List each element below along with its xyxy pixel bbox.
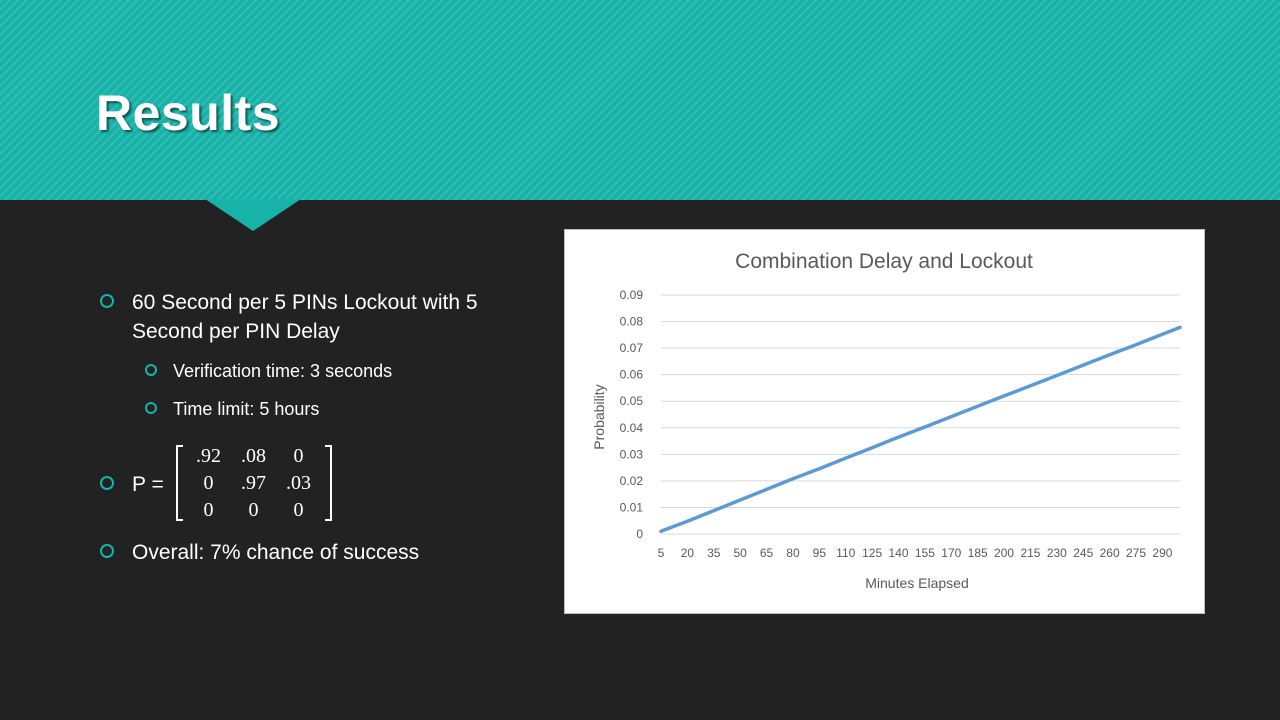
x-tick-label: 20 xyxy=(681,546,695,560)
y-tick-label: 0.02 xyxy=(620,474,644,488)
matrix-row: .92 .08 0 xyxy=(186,443,321,470)
x-tick-label: 5 xyxy=(658,546,665,560)
y-tick-label: 0.01 xyxy=(620,500,644,514)
matrix-row: 0 0 0 xyxy=(186,497,321,524)
y-tick-label: 0.09 xyxy=(620,288,644,302)
bullet-overall-result: Overall: 7% chance of success xyxy=(100,538,540,567)
x-tick-label: 50 xyxy=(733,546,747,560)
bullet-text: Overall: 7% chance of success xyxy=(132,541,420,564)
matrix-cell: 0 xyxy=(293,499,304,521)
matrix-cell: .92 xyxy=(196,445,221,467)
x-tick-label: 275 xyxy=(1126,546,1146,560)
y-axis-label: Probability xyxy=(591,384,607,449)
bullet-ring-icon xyxy=(100,294,114,308)
chart-title: Combination Delay and Lockout xyxy=(735,250,1033,273)
line-chart: Combination Delay and Lockout Probabilit… xyxy=(564,229,1205,614)
bullet-lockout-config: 60 Second per 5 PINs Lockout with 5 Seco… xyxy=(100,288,520,346)
x-axis-label: Minutes Elapsed xyxy=(865,575,969,591)
sub-bullet-verification: Verification time: 3 seconds xyxy=(145,359,525,383)
bullet-matrix-label: P = xyxy=(100,470,164,499)
chart-svg: Combination Delay and Lockout Probabilit… xyxy=(591,250,1182,591)
y-tick-label: 0 xyxy=(636,527,643,541)
header-notch xyxy=(205,199,301,231)
matrix-right-bracket xyxy=(325,445,332,521)
matrix-cell: 0 xyxy=(203,499,214,521)
x-tick-label: 65 xyxy=(760,546,774,560)
x-tick-label: 260 xyxy=(1100,546,1120,560)
slide-title: Results xyxy=(96,85,281,141)
sub-bullet-time-limit: Time limit: 5 hours xyxy=(145,397,525,421)
bullet-ring-icon xyxy=(100,476,114,490)
x-tick-label: 185 xyxy=(968,546,988,560)
header-banner: Results xyxy=(0,0,1280,200)
y-tick-label: 0.06 xyxy=(620,368,644,382)
series-line xyxy=(659,325,1182,534)
matrix-cell: 0 xyxy=(203,472,214,494)
bullet-text: Time limit: 5 hours xyxy=(173,399,320,419)
matrix-left-bracket xyxy=(176,445,183,521)
matrix-cell: .97 xyxy=(241,472,266,494)
y-tick-label: 0.05 xyxy=(620,394,644,408)
matrix-table: .92 .08 0 0 .97 .03 0 0 0 xyxy=(186,443,321,524)
y-tick-label: 0.04 xyxy=(620,421,644,435)
x-tick-label: 215 xyxy=(1020,546,1040,560)
bullet-text: P = xyxy=(132,473,164,496)
x-tick-label: 95 xyxy=(813,546,827,560)
x-tick-label: 140 xyxy=(888,546,908,560)
matrix-cell: 0 xyxy=(293,445,304,467)
x-tick-label: 245 xyxy=(1073,546,1093,560)
matrix-row: 0 .97 .03 xyxy=(186,470,321,497)
matrix-cell: .03 xyxy=(286,472,311,494)
x-tick-label: 110 xyxy=(836,546,855,560)
y-tick-label: 0.07 xyxy=(620,341,644,355)
bullet-ring-icon xyxy=(145,364,157,376)
x-tick-label: 230 xyxy=(1047,546,1067,560)
bullet-text: 60 Second per 5 PINs Lockout with 5 Seco… xyxy=(132,291,478,343)
y-tick-label: 0.08 xyxy=(620,315,644,329)
x-tick-label: 290 xyxy=(1152,546,1172,560)
x-tick-label: 125 xyxy=(862,546,882,560)
x-tick-label: 170 xyxy=(941,546,961,560)
bullet-ring-icon xyxy=(145,402,157,414)
x-tick-label: 80 xyxy=(786,546,800,560)
x-tick-label: 200 xyxy=(994,546,1014,560)
y-tick-label: 0.03 xyxy=(620,447,644,461)
transition-matrix: .92 .08 0 0 .97 .03 0 0 0 xyxy=(172,441,336,525)
x-tick-label: 155 xyxy=(915,546,935,560)
matrix-cell: 0 xyxy=(248,499,259,521)
bullet-text: Verification time: 3 seconds xyxy=(173,361,393,381)
x-tick-label: 35 xyxy=(707,546,721,560)
bullet-ring-icon xyxy=(100,544,114,558)
matrix-cell: .08 xyxy=(241,445,266,467)
